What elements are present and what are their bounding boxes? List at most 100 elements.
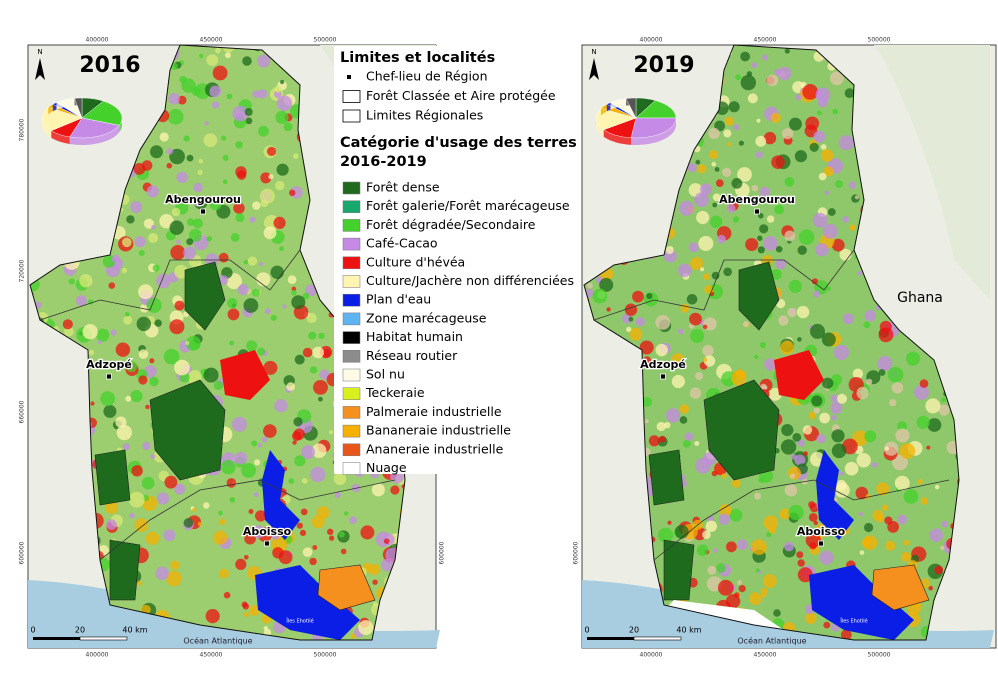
cover-patch — [126, 361, 138, 372]
cover-patch — [203, 367, 219, 383]
dense-forest — [109, 539, 141, 601]
cover-patch — [599, 277, 614, 292]
coord-label: 600000 — [19, 541, 26, 564]
cover-patch — [780, 340, 795, 355]
cover-patch — [751, 539, 767, 555]
coord-label: 450000 — [200, 652, 223, 659]
cover-patch — [903, 539, 910, 546]
dense-forest — [738, 261, 780, 331]
cover-patch — [925, 398, 941, 414]
cover-patch — [695, 372, 703, 380]
cover-patch — [754, 492, 762, 500]
cover-patch — [852, 368, 864, 379]
legend-label: Habitat humain — [366, 329, 463, 344]
cover-patch — [306, 312, 317, 324]
region-outline — [29, 44, 406, 641]
town-label: Adzopé — [640, 358, 686, 371]
cover-patch — [802, 425, 813, 435]
cover-patch — [929, 528, 943, 542]
cover-patch — [713, 548, 718, 553]
cover-patch — [705, 520, 717, 532]
scale-bar — [79, 636, 128, 641]
coord-label: 500000 — [868, 652, 891, 659]
cover-patch — [100, 391, 116, 406]
cover-patch — [166, 148, 173, 155]
cover-patch — [149, 358, 155, 364]
legend-swatch — [342, 312, 361, 326]
pie-slice — [595, 108, 637, 130]
cover-patch — [721, 473, 727, 479]
cover-patch — [260, 199, 269, 208]
cover-patch — [309, 366, 318, 374]
cover-patch — [146, 185, 159, 198]
cover-patch — [166, 570, 182, 587]
cover-patch — [62, 319, 73, 330]
legend-swatch — [342, 368, 361, 382]
legend-label: Plan d'eau — [366, 292, 431, 307]
cover-patch — [197, 521, 202, 526]
cover-patch — [186, 154, 194, 162]
cover-patch — [223, 591, 231, 599]
dense-forest — [149, 379, 226, 481]
cover-patch — [866, 378, 873, 385]
cover-patch — [820, 144, 827, 150]
cover-patch — [129, 512, 135, 519]
cover-patch — [283, 122, 293, 132]
legend-label: Bananeraie industrielle — [366, 423, 511, 438]
legend-swatch — [342, 275, 361, 288]
cover-patch — [809, 142, 819, 152]
cover-patch — [796, 551, 804, 559]
cover-patch — [897, 421, 908, 432]
coord-label: 500000 — [314, 37, 337, 44]
cover-patch — [766, 74, 779, 87]
cover-patch — [186, 238, 194, 246]
cover-patch — [289, 189, 296, 196]
cover-patch — [926, 445, 931, 450]
cover-patch — [830, 394, 839, 403]
cover-patch — [635, 317, 645, 327]
cover-patch — [233, 202, 245, 214]
cover-patch — [876, 515, 884, 523]
cover-patch — [318, 396, 323, 402]
cover-patch — [287, 275, 297, 285]
cover-patch — [291, 295, 306, 310]
cover-patch — [797, 559, 805, 567]
cover-patch — [108, 282, 116, 289]
cover-patch — [716, 563, 726, 573]
cover-patch — [770, 269, 782, 280]
cover-patch — [707, 565, 717, 575]
cover-patch — [629, 327, 643, 341]
ocean-label: Océan Atlantique — [737, 636, 806, 646]
cover-patch — [833, 344, 849, 360]
cover-patch — [257, 442, 263, 448]
legend-label: Réseau routier — [366, 348, 458, 363]
cover-patch — [808, 411, 817, 420]
cover-patch — [349, 516, 357, 524]
legend-label: Nuage — [366, 460, 407, 475]
cover-patch — [193, 198, 202, 207]
cover-patch — [927, 418, 942, 432]
cover-patch — [732, 216, 740, 223]
cover-patch — [891, 382, 904, 394]
cover-patch — [79, 274, 93, 288]
cover-patch — [115, 342, 131, 357]
cover-patch — [122, 237, 132, 248]
cover-patch — [248, 605, 260, 617]
cover-patch — [300, 508, 308, 516]
cover-patch — [115, 416, 127, 428]
cover-patch — [249, 216, 256, 223]
legend-title: Catégorie d'usage des terres — [340, 135, 577, 151]
cover-patch — [301, 445, 315, 460]
pie-side — [630, 118, 676, 145]
cover-patch — [791, 454, 797, 460]
cover-patch — [940, 545, 945, 551]
cover-patch — [628, 316, 634, 322]
cover-patch — [919, 379, 929, 388]
cover-patch — [235, 213, 245, 223]
cover-patch — [121, 267, 128, 274]
cover-patch — [679, 416, 688, 424]
cover-patch — [192, 218, 203, 229]
dense-forest — [703, 379, 780, 481]
cover-patch — [268, 174, 274, 180]
legend-label: Culture/Jachère non différenciées — [366, 273, 574, 288]
